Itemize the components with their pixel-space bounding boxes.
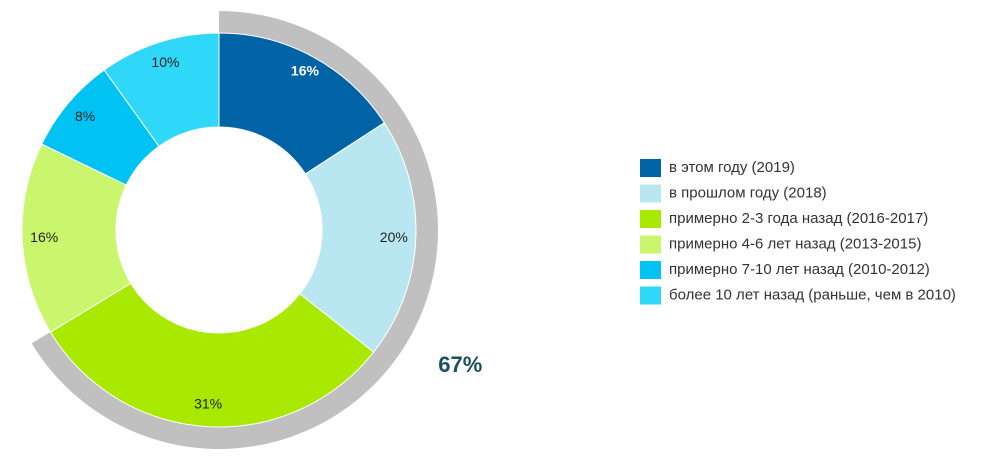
legend-swatch [640, 159, 661, 177]
data-label: 31% [194, 395, 222, 411]
donut-segment [299, 122, 417, 353]
legend-swatch [640, 184, 661, 203]
legend-swatch [640, 286, 661, 305]
legend-swatch [640, 261, 661, 279]
donut-segment [49, 282, 375, 428]
data-label: 8% [75, 108, 95, 124]
legend-label: более 10 лет назад (раньше, чем в 2010) [669, 286, 956, 303]
legend-swatch [640, 235, 661, 254]
data-label: 20% [380, 229, 408, 245]
data-label: 16% [291, 63, 320, 79]
legend-swatch [640, 210, 661, 228]
bracket-label: 67% [438, 352, 482, 377]
legend-label: примерно 2-3 года назад (2016-2017) [669, 210, 928, 227]
legend-label: в этом году (2019) [669, 159, 795, 176]
data-label: 10% [151, 54, 179, 70]
legend-label: примерно 7-10 лет назад (2010-2012) [669, 261, 930, 278]
data-label: 16% [30, 229, 58, 245]
legend-label: примерно 4-6 лет назад (2013-2015) [669, 235, 921, 252]
donut-segment [103, 32, 220, 147]
legend-label: в прошлом году (2018) [669, 184, 827, 201]
